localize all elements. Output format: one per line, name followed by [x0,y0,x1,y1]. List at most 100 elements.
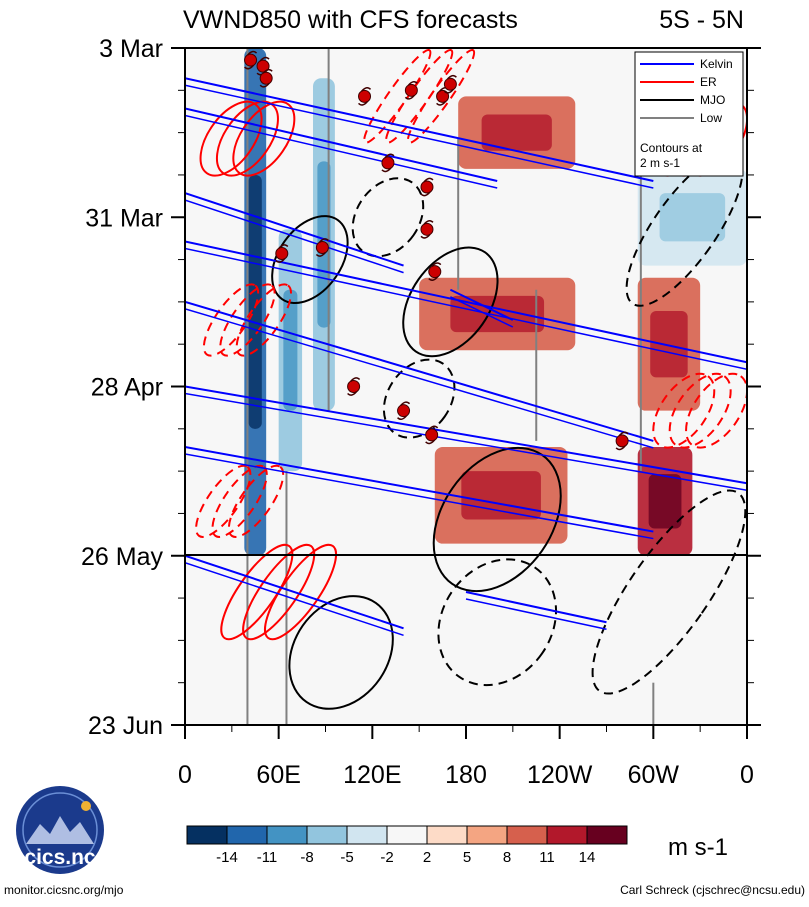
legend-label-kelvin: Kelvin [700,57,733,71]
logo-text: cics.nc [24,846,96,869]
kelvin-track-pair-7 [185,562,404,636]
colorbar-swatch-0 [186,825,228,845]
cics-logo: cics.nc [16,786,104,874]
legend-label-mjo: MJO [700,93,725,107]
colorbar-swatch-4 [346,825,388,845]
cyclone-arm [428,276,439,281]
mjo-contour-1 [351,177,425,258]
cyclone-layer [244,50,629,451]
cyclone-arm [436,100,447,106]
cyclone-core [381,156,395,170]
cyclone-arm [618,431,629,437]
cyclone-core [615,434,629,448]
tropical-cyclone-icon [425,425,439,445]
er-contour-2-2 [227,464,285,538]
cyclone-arm [404,94,415,100]
cyclone-core [347,380,361,393]
shaded-core-atlantic-easterly [659,193,726,242]
mjo-contour-5 [437,558,558,687]
mjo-contour-6 [288,595,394,710]
x-axis: 0 60E 120E 180 120W 60W 0 [178,725,754,789]
colorbar-swatch-10 [586,825,628,845]
er-contour-2-1 [211,464,268,538]
cyclone-core [259,71,273,85]
kelvin-track-4 [185,300,654,442]
tropical-cyclone-icon [381,153,395,173]
cyclone-arm [407,80,418,86]
cyclone-arm [275,258,286,263]
cyclone-arm [318,238,329,243]
y-tick-label: 3 Mar [99,35,163,63]
legend-note-line1: Contours at [640,141,703,155]
tropical-cyclone-icon [404,80,418,100]
footer-url[interactable]: monitor.cicsnc.org/mjo [4,883,124,897]
colorbar-label: 14 [579,849,596,866]
y-tick-label: 23 Jun [88,712,163,740]
kelvin-track-pair-6 [185,453,654,540]
mjo-contour-0 [271,215,349,305]
colorbar-label: -2 [380,849,393,866]
y-tick-label: 31 Mar [85,204,163,232]
cyclone-arm [259,56,270,62]
colorbar-label: 5 [463,849,471,866]
cyclone-arm [246,50,258,56]
kelvin-track-9 [449,288,514,321]
cyclone-core [256,59,270,73]
shaded-core-pacific-westerly-1 [481,114,552,151]
kelvin-track-pair-3 [185,247,747,371]
cyclone-arm [278,244,289,250]
colorbar-swatch-2 [266,825,308,845]
footer-credit: Carl Schreck (cjschrec@ncsu.edu) [620,883,805,897]
x-tick-label: 60W [628,761,680,789]
x-tick-label: 180 [445,761,487,789]
cyclone-arm [315,251,326,257]
colorbar-label: 8 [503,849,511,866]
colorbar-swatch-9 [546,825,588,845]
colorbar-unit: m s-1 [668,834,728,861]
er-contour-3-2 [264,543,338,641]
colorbar-label: 2 [423,849,431,866]
colorbar-label: -5 [340,849,353,866]
cyclone-arm [443,88,454,94]
cyclone-core [315,240,329,254]
colorbar-label: 11 [539,849,555,866]
kelvin-track-2 [185,192,404,267]
cyclone-arm [423,219,434,225]
kelvin-track-pair-8 [465,598,607,630]
cyclone-core [397,404,411,418]
cyclone-arm [259,82,270,88]
mjo-contour-2 [402,246,499,358]
legend-box [634,51,744,177]
colorbar-swatch-5 [386,825,428,845]
cyclone-arm [425,439,436,445]
mountain-icon [26,816,94,844]
cyclone-arm [428,425,439,431]
shaded-core-central-indian-easterly [283,289,298,411]
cyclone-core [404,83,418,97]
tropical-cyclone-icon [397,401,411,421]
cyclone-arm [360,87,372,92]
cyclone-arm [431,262,442,268]
cyclone-arm [244,64,255,70]
cyclone-core [420,222,434,236]
y-axis: 3 Mar 31 Mar 28 Apr 26 May 23 Jun [81,35,761,740]
colorbar-swatch-8 [506,825,548,845]
kelvin-track-6 [185,445,654,533]
kelvin-track-pair-9 [450,296,514,328]
sun-icon [81,801,91,811]
er-contour-0-2 [232,100,296,177]
legend-label-er: ER [700,75,717,89]
er-contour-4-2 [406,49,476,144]
region-label: 5S - 5N [659,6,744,34]
logo-ring [22,792,98,868]
kelvin-track-pair-5 [185,392,747,491]
tropical-cyclone-icon [615,431,629,451]
colorbar-swatch-3 [306,825,348,845]
colorbar-swatch-1 [226,825,268,845]
cyclone-arm [350,377,361,382]
cyclone-arm [262,68,273,74]
colorbar-label: -8 [300,849,313,866]
y-tick-label: 28 Apr [91,374,163,402]
er-contour-2-0 [195,464,252,538]
